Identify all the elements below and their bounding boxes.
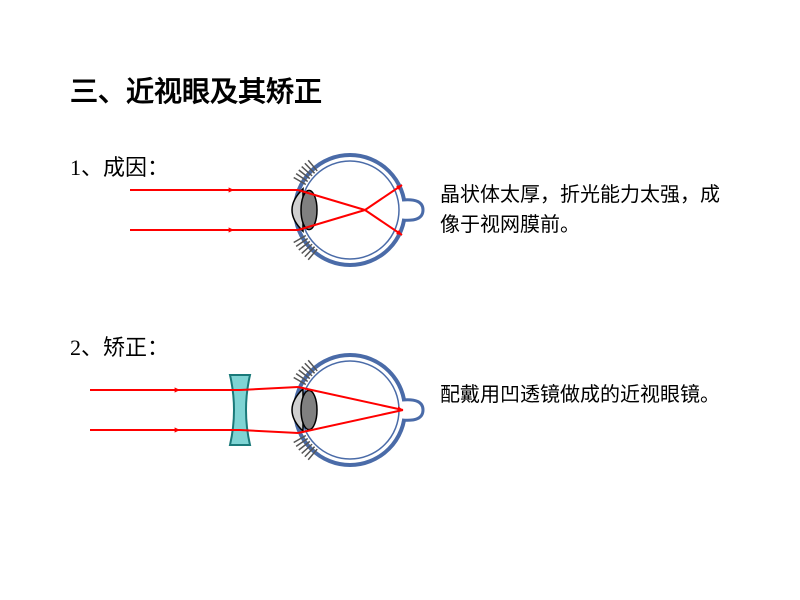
section2-desc: 配戴用凹透镜做成的近视眼镜。 (440, 380, 720, 410)
eye-cause (292, 155, 423, 265)
section1-desc: 晶状体太厚，折光能力太强，成像于视网膜前。 (440, 180, 720, 240)
diagram-correction (90, 340, 430, 480)
diagram-cause (130, 140, 430, 280)
eye-correction (292, 355, 423, 465)
concave-lens-icon (230, 375, 250, 445)
section-title: 三、近视眼及其矫正 (70, 70, 322, 110)
